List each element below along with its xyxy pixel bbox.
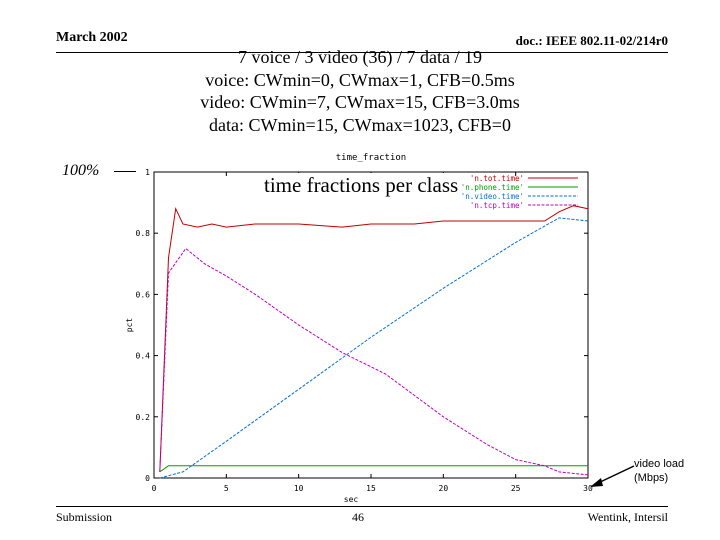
header-doc-id: doc.: IEEE 802.11-02/214r0 [515, 33, 668, 48]
chart-container: time_fraction 0 5 10 15 20 25 30 0 0.2 0.4 0.6 0.8 1 s… [118, 148, 602, 504]
x-tick-label: 5 [224, 484, 229, 493]
footer-rule [56, 506, 668, 507]
percent-annotation-line [114, 171, 136, 172]
footer-submission: Submission [56, 510, 113, 524]
y-axis-label: pct [125, 318, 134, 333]
chart-title: time_fraction [336, 153, 406, 163]
subtitle-line-4: data: CWmin=15, CWmax=1023, CFB=0 [209, 114, 511, 135]
series-line-4 [159, 247, 589, 476]
header-date: March 2002 [56, 30, 128, 45]
legend-label-1: 'n.tot.time' [470, 174, 524, 183]
overlay-chart-title: time fractions per class [262, 173, 461, 198]
subtitle-line-1: 7 voice / 3 video (36) / 7 data / 19 [238, 47, 482, 67]
arrow-icon [590, 465, 635, 487]
x-tick-label: 25 [511, 484, 521, 493]
x-tick-label: 0 [152, 484, 157, 493]
y-tick-label: 0.8 [136, 229, 151, 238]
y-tick-label: 0.2 [136, 413, 151, 422]
header-rule [56, 52, 668, 53]
series-line-3 [159, 217, 589, 479]
footer-page-number: 46 [352, 510, 364, 524]
y-tick-label: 1 [145, 168, 150, 177]
y-tick-label: 0.4 [136, 352, 151, 361]
footer-author: Wentink, Intersil [587, 510, 668, 524]
y-tick-label: 0 [145, 474, 150, 483]
y-tick-label: 0.6 [136, 290, 151, 299]
plot-frame [153, 171, 589, 479]
video-load-line-1: video load [634, 458, 685, 470]
subtitle-line-3: video: CWmin=7, CWmax=15, CFB=3.0ms [200, 92, 520, 112]
slide-subtitle: 7 voice / 3 video (36) / 7 data / 19 voi… [150, 46, 570, 136]
video-load-note: video load (Mbps) [634, 457, 684, 485]
legend-label-2: 'n.phone.time' [461, 183, 524, 192]
subtitle-line-2: voice: CWmin=0, CWmax=1, CFB=0.5ms [205, 69, 515, 90]
series-line-1 [159, 205, 589, 472]
x-tick-label: 15 [366, 484, 376, 493]
x-axis-label: sec [344, 495, 359, 504]
x-tick-label: 10 [294, 484, 304, 493]
percent-annotation: 100% [62, 162, 100, 179]
x-tick-label: 30 [583, 484, 593, 493]
video-load-line-2: (Mbps) [634, 472, 669, 484]
legend-label-4: 'n.tcp.time' [470, 201, 524, 210]
series-line-2 [159, 465, 588, 473]
x-tick-label: 20 [439, 484, 449, 493]
time-fraction-chart: time_fraction 0 5 10 15 20 25 30 0 0.2 0.4 0.6 0.8 1 s… [125, 153, 593, 504]
legend-label-3: 'n.video.time' [461, 192, 524, 201]
